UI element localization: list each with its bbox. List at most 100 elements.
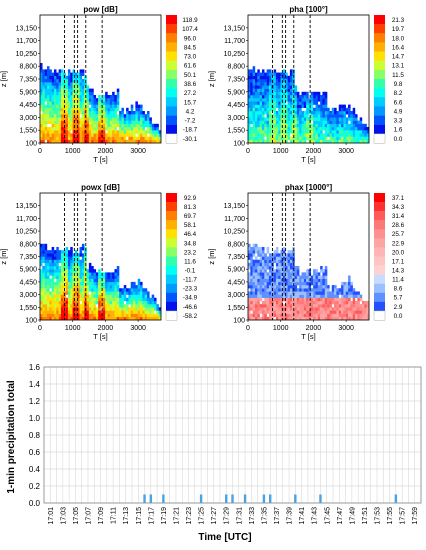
heatmap-cell — [257, 246, 260, 251]
colorbar-label: 46.4 — [184, 231, 197, 238]
heatmap-cell — [273, 101, 277, 105]
heatmap-cell — [275, 262, 279, 267]
heatmap-cell — [278, 262, 281, 267]
heatmap-cell — [268, 104, 272, 108]
heatmap-cell — [81, 269, 85, 273]
heatmap-cell — [114, 297, 117, 302]
heatmap-cell — [264, 82, 267, 86]
heatmap-cell — [46, 101, 50, 105]
heatmap-cell — [93, 120, 97, 124]
heatmap-cell — [334, 304, 337, 308]
heatmap-cell — [49, 127, 52, 131]
heatmap-cell — [315, 91, 319, 96]
heatmap-cell — [135, 101, 138, 105]
heatmap-cell — [343, 288, 346, 292]
heatmap-cell — [261, 313, 265, 318]
heatmap-cell — [56, 98, 59, 102]
heatmap-cell — [95, 107, 99, 112]
heatmap-cell — [49, 133, 52, 137]
heatmap-cell — [250, 256, 253, 260]
heatmap-field — [40, 243, 162, 321]
x-tick-label: 1000 — [273, 325, 289, 332]
heatmap-cell — [250, 107, 253, 112]
heatmap-cell — [79, 72, 83, 76]
heatmap-cell — [40, 63, 43, 67]
heatmap-cell — [264, 316, 267, 321]
heatmap-cell — [42, 243, 45, 248]
heatmap-cell — [91, 291, 94, 295]
heatmap-cell — [121, 120, 124, 124]
heatmap-cell — [40, 66, 43, 70]
heatmap-cell — [147, 316, 150, 321]
heatmap-cell — [79, 259, 83, 264]
heatmap-cell — [264, 79, 267, 83]
heatmap-panel-2: pha [100°]1001,5503,0004,4505,9007,3508,… — [207, 5, 405, 164]
heatmap-cell — [67, 281, 71, 286]
heatmap-cell — [252, 253, 256, 257]
heatmap-cell — [264, 275, 267, 279]
heatmap-cell — [285, 75, 288, 80]
heatmap-cell — [257, 117, 260, 121]
heatmap-cell — [259, 82, 263, 86]
heatmap-cell — [112, 104, 115, 108]
heatmap-cell — [294, 127, 298, 131]
heatmap-cell — [126, 297, 129, 302]
heatmap-cell — [98, 316, 101, 321]
heatmap-cell — [350, 300, 353, 305]
y-tick-label: 1.0 — [29, 414, 41, 423]
heatmap-cell — [144, 130, 148, 134]
heatmap-cell — [285, 114, 288, 118]
heatmap-cell — [261, 117, 265, 121]
heatmap-cell — [343, 136, 346, 140]
colorbar-swatch — [166, 88, 177, 98]
heatmap-cell — [154, 139, 157, 144]
colorbar-label: 17.1 — [392, 258, 405, 265]
heatmap-cell — [268, 101, 272, 105]
heatmap-cell — [77, 120, 80, 124]
heatmap-cell — [248, 300, 251, 305]
heatmap-cell — [49, 130, 52, 134]
heatmap-cell — [282, 256, 286, 260]
heatmap-cell — [98, 294, 101, 298]
heatmap-cell — [271, 266, 274, 270]
heatmap-cell — [74, 114, 78, 118]
heatmap-cell — [84, 101, 87, 105]
heatmap-cell — [95, 98, 99, 102]
heatmap-cell — [51, 275, 55, 279]
heatmap-cell — [306, 313, 309, 318]
heatmap-cell — [303, 133, 307, 137]
heatmap-cell — [74, 107, 78, 112]
heatmap-cell — [60, 133, 64, 137]
heatmap-cell — [53, 304, 57, 308]
heatmap-cell — [72, 79, 76, 83]
heatmap-cell — [285, 123, 288, 128]
heatmap-cell — [95, 297, 99, 302]
heatmap-cell — [275, 313, 279, 318]
heatmap-cell — [49, 266, 52, 270]
heatmap-cell — [114, 107, 117, 112]
heatmap-cell — [81, 266, 85, 270]
heatmap-cell — [266, 266, 270, 270]
heatmap-cell — [250, 304, 253, 308]
heatmap-cell — [74, 127, 78, 131]
heatmap-cell — [65, 111, 69, 115]
heatmap-cell — [315, 304, 319, 308]
colorbar-swatch — [374, 229, 385, 239]
heatmap-cell — [303, 294, 307, 298]
heatmap-cell — [95, 300, 99, 305]
heatmap-cell — [338, 316, 342, 321]
heatmap-cell — [112, 300, 115, 305]
heatmap-cell — [128, 288, 131, 292]
heatmap-cell — [149, 304, 152, 308]
heatmap-cell — [51, 272, 55, 276]
heatmap-cell — [44, 107, 48, 112]
heatmap-cell — [98, 130, 101, 134]
heatmap-cell — [280, 91, 284, 96]
heatmap-cell — [126, 300, 129, 305]
heatmap-cell — [102, 294, 106, 298]
heatmap-cell — [273, 79, 277, 83]
heatmap-cell — [88, 304, 92, 308]
heatmap-cell — [121, 307, 124, 311]
heatmap-cell — [58, 98, 62, 102]
heatmap-cell — [287, 304, 291, 308]
